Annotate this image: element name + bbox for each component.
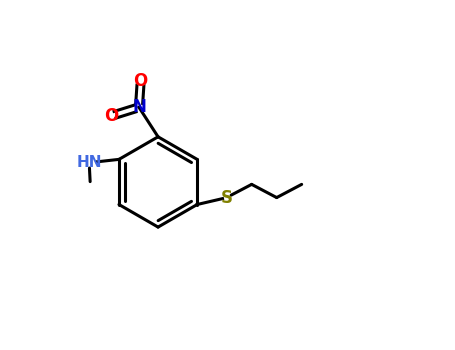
Text: O: O <box>104 107 118 125</box>
Text: HN: HN <box>77 155 102 170</box>
Text: N: N <box>132 98 146 116</box>
Text: O: O <box>134 72 148 90</box>
Text: S: S <box>221 189 233 206</box>
